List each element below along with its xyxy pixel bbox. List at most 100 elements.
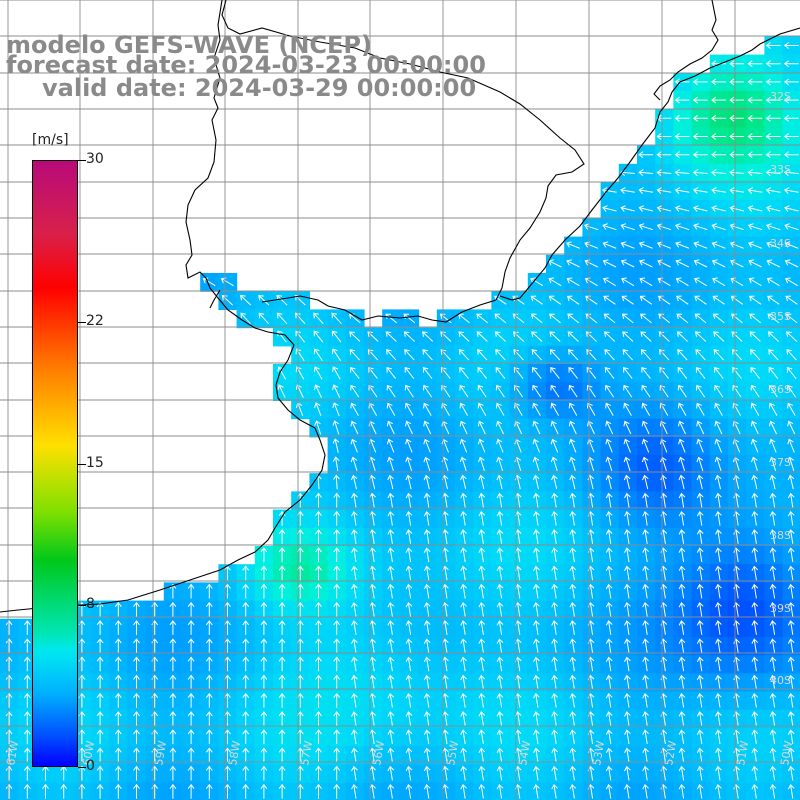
wind-arrow <box>713 331 725 342</box>
wind-arrow <box>750 349 761 361</box>
wind-arrow <box>496 783 504 799</box>
wind-arrow <box>696 674 704 690</box>
wind-arrow <box>423 492 431 508</box>
wind-arrow <box>221 294 233 306</box>
wind-arrow <box>478 765 486 781</box>
wind-arrow <box>333 547 341 563</box>
wind-arrow <box>369 529 376 544</box>
wind-arrow <box>620 223 635 231</box>
wind-arrow <box>387 565 395 581</box>
colorbar-tick-mark <box>78 605 86 607</box>
wind-arrow <box>405 620 413 635</box>
wind-arrow <box>260 783 268 799</box>
wind-arrow <box>786 366 797 379</box>
wind-arrow <box>747 205 763 212</box>
wind-arrow <box>496 456 504 471</box>
wind-arrow <box>5 711 13 726</box>
wind-arrow <box>514 456 522 471</box>
wind-arrow <box>678 547 686 563</box>
wind-arrow <box>692 96 708 104</box>
wind-arrow <box>533 547 540 563</box>
wind-arrow <box>387 620 395 635</box>
wind-arrow <box>750 366 760 379</box>
wind-arrow <box>624 747 631 763</box>
wind-arrow <box>496 583 504 599</box>
wind-arrow <box>332 384 341 398</box>
wind-arrow <box>423 565 431 581</box>
wind-arrow <box>787 456 795 471</box>
wind-arrow <box>692 114 708 122</box>
wind-arrow <box>496 656 504 672</box>
wind-arrow <box>423 547 431 563</box>
wind-arrow <box>660 474 667 490</box>
wind-arrow <box>315 547 322 563</box>
wind-arrow <box>640 313 652 324</box>
wind-arrow <box>696 711 704 726</box>
wind-arrow <box>351 729 358 745</box>
wind-arrow <box>678 765 686 781</box>
wind-arrow <box>783 114 799 122</box>
wind-arrow <box>730 277 744 287</box>
wind-arrow <box>169 583 177 599</box>
wind-arrow <box>569 765 577 781</box>
wind-arrow <box>496 729 504 745</box>
wind-arrow <box>421 331 434 342</box>
forecast-date: forecast date: 2024-03-23 00:00:00 <box>6 51 486 79</box>
wind-arrow <box>694 313 707 324</box>
colorbar-tick-label: 22 <box>86 312 104 329</box>
wind-arrow <box>494 331 506 342</box>
wind-arrow <box>715 601 722 617</box>
wind-arrow <box>133 656 140 672</box>
wind-arrow <box>477 349 488 361</box>
wind-arrow <box>659 349 670 361</box>
wind-arrow <box>638 187 654 194</box>
wind-arrow <box>405 420 413 435</box>
longitude-label: 58W <box>226 740 243 767</box>
wind-arrow <box>733 747 740 763</box>
wind-arrow <box>711 259 726 268</box>
wind-arrow <box>549 349 561 361</box>
wind-arrow <box>678 747 686 763</box>
wind-arrow <box>751 547 759 563</box>
wind-arrow <box>260 583 268 599</box>
wind-arrow <box>459 384 469 398</box>
wind-arrow <box>602 241 617 249</box>
wind-arrow <box>639 259 653 268</box>
wind-arrow <box>769 565 777 581</box>
wind-arrow <box>656 169 672 176</box>
wind-arrow <box>715 656 722 672</box>
wind-arrow <box>642 620 649 635</box>
wind-arrow <box>387 729 395 745</box>
wind-arrow <box>387 711 395 726</box>
wind-arrow <box>369 583 376 599</box>
wind-arrow <box>260 547 268 563</box>
wind-arrow <box>405 510 413 526</box>
wind-arrow <box>783 96 799 104</box>
wind-arrow <box>258 312 269 325</box>
wind-arrow <box>769 601 777 617</box>
wind-arrow <box>315 529 322 544</box>
wind-arrow <box>624 638 631 654</box>
wind-arrow <box>769 765 777 781</box>
wind-arrow <box>751 747 759 763</box>
wind-arrow <box>729 169 745 176</box>
wind-arrow <box>768 384 778 398</box>
wind-arrow <box>765 114 781 122</box>
wind-arrow <box>96 747 104 763</box>
longitude-label: 56W <box>370 740 387 767</box>
wind-arrow <box>548 277 562 287</box>
wind-arrow <box>624 620 631 635</box>
wind-arrow <box>623 456 631 471</box>
wind-arrow <box>496 692 504 708</box>
latitude-label: 32S <box>770 90 791 103</box>
wind-arrow <box>386 349 397 361</box>
wind-arrow <box>405 456 413 471</box>
wind-arrow <box>783 133 799 140</box>
latitude-label: 37S <box>770 456 791 469</box>
wind-arrow <box>783 169 799 176</box>
wind-arrow <box>5 692 13 708</box>
wind-arrow <box>314 420 322 435</box>
wind-arrow <box>605 420 614 435</box>
wind-arrow <box>533 783 540 799</box>
